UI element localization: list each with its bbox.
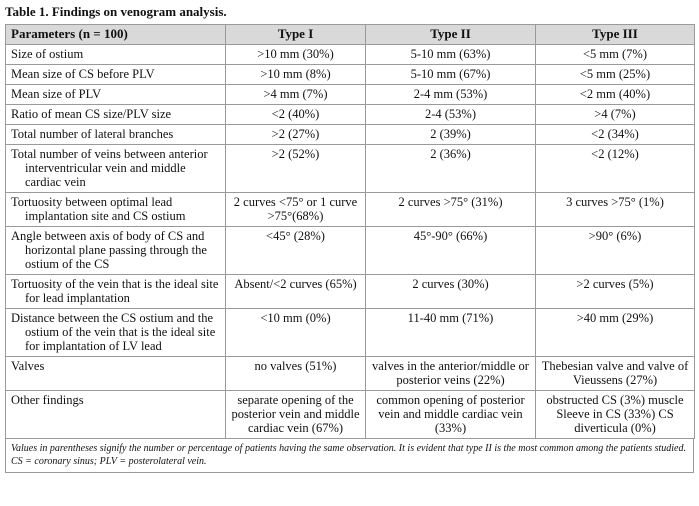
table-row: Valves no valves (51%) valves in the anter… [5,356,695,391]
table-row: Total number of veins between anterior i… [5,144,695,193]
value-cell: obstructed CS (3%) muscle Sleeve in CS (… [535,390,695,439]
table-row: Distance between the CS ostium and the o… [5,308,695,357]
table-row: Other findings separate opening of the po… [5,390,695,439]
parameter-cell: Total number of veins between anterior i… [5,144,226,193]
header-cell: Type I [225,24,366,45]
value-cell: >4 (7%) [535,104,695,125]
value-cell: >2 (52%) [225,144,366,193]
value-cell: separate opening of the posterior vein a… [225,390,366,439]
table-row: Angle between axis of body of CS and hor… [5,226,695,275]
table-figure: Table 1. Findings on venogram analysis. … [5,4,695,473]
value-cell: <2 (12%) [535,144,695,193]
parameter-cell: Distance between the CS ostium and the o… [5,308,226,357]
table-row: Size of ostium >10 mm (30%) 5-10 mm (63%) <… [5,44,695,65]
value-cell: >90° (6%) [535,226,695,275]
value-cell: >2 (27%) [225,124,366,145]
header-cell: Type III [535,24,695,45]
header-row: Parameters (n = 100) Type I Type II Type II… [5,24,695,45]
table-row: Total number of lateral branches >2 (27%)… [5,124,695,145]
findings-table: Parameters (n = 100) Type I Type II Type II… [5,24,695,439]
value-cell: >10 mm (30%) [225,44,366,65]
value-cell: Absent/<2 curves (65%) [225,274,366,309]
parameter-cell: Valves [5,356,226,391]
value-cell: >10 mm (8%) [225,64,366,85]
parameter-cell: Ratio of mean CS size/PLV size [5,104,226,125]
footnote: Values in parentheses signify the number… [5,439,694,473]
value-cell: >4 mm (7%) [225,84,366,105]
parameter-cell: Tortuosity between optimal lead implanta… [5,192,226,227]
value-cell: 2 curves <75° or 1 curve >75°(68%) [225,192,366,227]
value-cell: 5-10 mm (67%) [365,64,536,85]
parameter-cell: Size of ostium [5,44,226,65]
table-row: Ratio of mean CS size/PLV size <2 (40%) 2-… [5,104,695,125]
value-cell: 2 curves (30%) [365,274,536,309]
value-cell: 5-10 mm (63%) [365,44,536,65]
table-body: Size of ostium >10 mm (30%) 5-10 mm (63%) <… [5,44,695,439]
value-cell: Thebesian valve and valve of Vieussens (… [535,356,695,391]
header-cell: Type II [365,24,536,45]
value-cell: 2 (39%) [365,124,536,145]
value-cell: >2 curves (5%) [535,274,695,309]
value-cell: <2 (40%) [225,104,366,125]
value-cell: no valves (51%) [225,356,366,391]
value-cell: >40 mm (29%) [535,308,695,357]
value-cell: 11-40 mm (71%) [365,308,536,357]
parameter-cell: Other findings [5,390,226,439]
parameter-cell: Mean size of PLV [5,84,226,105]
value-cell: 3 curves >75° (1%) [535,192,695,227]
parameter-cell: Angle between axis of body of CS and hor… [5,226,226,275]
value-cell: <2 (34%) [535,124,695,145]
parameter-cell: Mean size of CS before PLV [5,64,226,85]
parameter-cell: Total number of lateral branches [5,124,226,145]
table-row: Mean size of PLV >4 mm (7%) 2-4 mm (53%) <2… [5,84,695,105]
value-cell: 45°-90° (66%) [365,226,536,275]
value-cell: <5 mm (7%) [535,44,695,65]
value-cell: 2 (36%) [365,144,536,193]
value-cell: 2-4 mm (53%) [365,84,536,105]
value-cell: 2 curves >75° (31%) [365,192,536,227]
parameter-cell: Tortuosity of the vein that is the ideal… [5,274,226,309]
table-row: Tortuosity between optimal lead implanta… [5,192,695,227]
value-cell: <5 mm (25%) [535,64,695,85]
value-cell: <10 mm (0%) [225,308,366,357]
table-row: Tortuosity of the vein that is the ideal… [5,274,695,309]
value-cell: 2-4 (53%) [365,104,536,125]
value-cell: <2 mm (40%) [535,84,695,105]
table-row: Mean size of CS before PLV >10 mm (8%) 5-1… [5,64,695,85]
table-title: Table 1. Findings on venogram analysis. [5,4,227,19]
value-cell: common opening of posterior vein and mid… [365,390,536,439]
header-cell: Parameters (n = 100) [5,24,226,45]
value-cell: valves in the anterior/middle or posteri… [365,356,536,391]
value-cell: <45° (28%) [225,226,366,275]
